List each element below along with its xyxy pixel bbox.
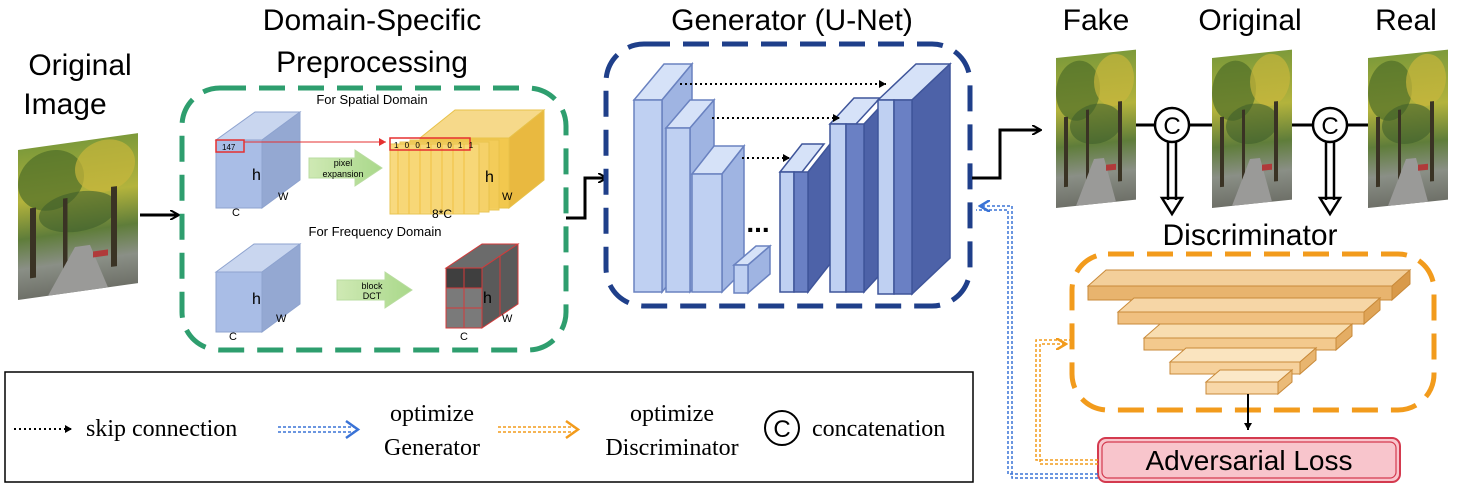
spatial-arrow-line2: expansion	[322, 169, 363, 179]
legend-opt-disc-line1: optimize	[630, 401, 714, 427]
original-title: Original	[1198, 4, 1301, 37]
spatial-output-stack	[389, 108, 546, 215]
frequency-output-cube	[444, 243, 520, 329]
spatial-out-c: 8*C	[432, 207, 452, 221]
adversarial-loss-label: Adversarial Loss	[1146, 445, 1353, 476]
discriminator-title: Discriminator	[1162, 219, 1337, 252]
spatial-input-cube	[214, 111, 302, 209]
adversarial-loss-box-inner	[1101, 441, 1397, 479]
discriminator-box	[1069, 251, 1437, 413]
legend-box	[4, 371, 974, 483]
frequency-out-w: W	[502, 313, 513, 325]
legend-opt-gen-line1: optimize	[390, 401, 474, 427]
generator-to-fake-arrow	[972, 130, 1040, 180]
unet-encoder-blocks	[632, 61, 773, 295]
preprocessing-title-line2: Preprocessing	[276, 46, 468, 79]
fake-title: Fake	[1063, 4, 1130, 37]
frequency-label: For Frequency Domain	[309, 224, 442, 239]
legend-concat-symbol: C	[773, 416, 790, 443]
frequency-arrow-line1: block	[361, 281, 383, 291]
legend-skip-label: skip connection	[86, 416, 237, 442]
real-image	[1368, 49, 1448, 208]
fake-image	[1056, 49, 1136, 208]
spatial-c: C	[232, 207, 240, 219]
legend-opt-disc-line2: Discriminator	[605, 435, 738, 461]
input-image	[18, 133, 138, 300]
discriminator-layers	[1086, 268, 1412, 396]
preprocessing-box	[179, 85, 569, 353]
generator-box	[603, 41, 973, 309]
legend-opt-disc-arrow	[498, 419, 581, 440]
unet-skip-connections	[680, 80, 886, 162]
frequency-dct-arrow	[336, 271, 413, 309]
legend-concat-icon	[764, 410, 800, 446]
spatial-out-h: h	[485, 169, 494, 186]
unet-decoder-blocks	[778, 62, 952, 296]
generator-title: Generator (U-Net)	[671, 4, 913, 37]
spatial-arrow-line1: pixel	[334, 158, 353, 168]
concat-icon-right	[1311, 106, 1349, 144]
legend-concat-label: concatenation	[812, 416, 945, 442]
real-title: Real	[1375, 4, 1437, 37]
input-title-line1: Original	[28, 49, 131, 82]
frequency-input-cube	[214, 243, 302, 333]
spatial-w: W	[278, 191, 289, 203]
concat-icon-left	[1153, 106, 1191, 144]
optimize-discriminator-feedback	[1035, 340, 1098, 465]
preprocessing-to-generator-arrow	[566, 178, 606, 220]
spatial-expand-arrow	[308, 149, 383, 187]
spatial-cell-value: 147	[222, 143, 236, 152]
unet-ellipsis: ...	[746, 207, 769, 238]
preprocessing-title-line1: Domain-Specific	[263, 4, 481, 37]
spatial-out-w: W	[502, 191, 513, 203]
frequency-h: h	[252, 291, 261, 308]
concat-symbol-right: C	[1321, 113, 1338, 140]
original-image	[1212, 49, 1292, 208]
concat-symbol-left: C	[1163, 113, 1180, 140]
legend-opt-gen-line2: Generator	[384, 435, 480, 461]
input-title-line2: Image	[23, 88, 106, 121]
optimize-generator-feedback	[976, 206, 1098, 479]
legend-opt-gen-arrow	[278, 419, 361, 440]
spatial-h: h	[252, 167, 261, 184]
spatial-bits: 1 0 0 1 0 0 1 1	[394, 141, 475, 150]
frequency-c: C	[229, 331, 237, 343]
frequency-out-h: h	[483, 290, 492, 307]
frequency-w: W	[276, 313, 287, 325]
frequency-arrow-line2: DCT	[363, 291, 382, 301]
frequency-out-c: C	[460, 331, 468, 343]
spatial-label: For Spatial Domain	[316, 92, 427, 107]
concat-to-discriminator-arrows	[1159, 142, 1343, 217]
